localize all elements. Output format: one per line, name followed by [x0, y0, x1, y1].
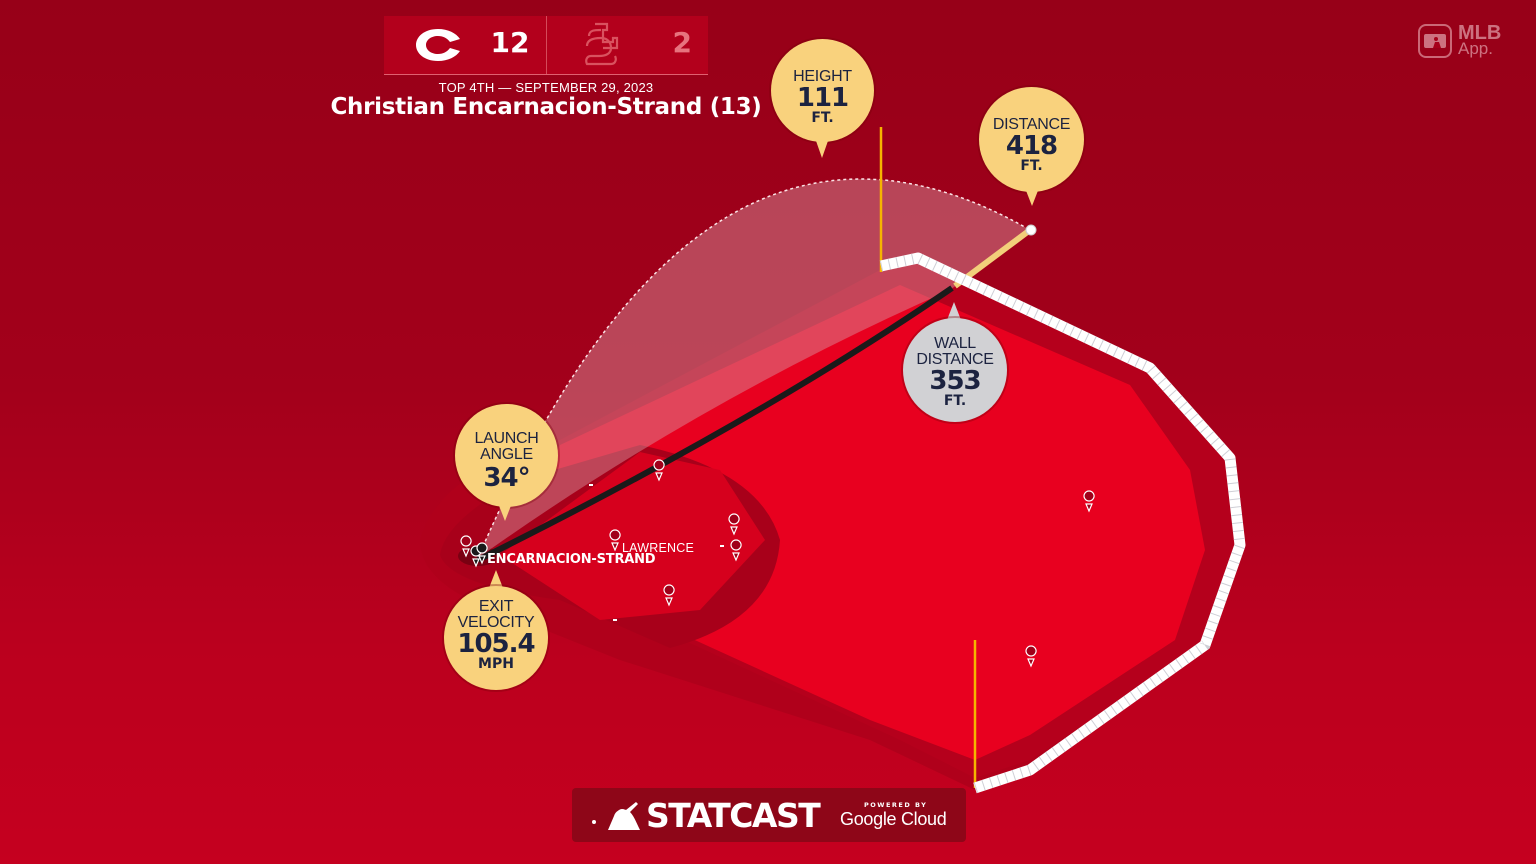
wall-distance-label-2: DISTANCE — [916, 351, 994, 368]
height-unit: FT. — [811, 110, 834, 126]
distance-value: 418 — [1005, 131, 1058, 161]
marker-pin-icon — [609, 529, 621, 552]
mlb-app-logo: MLB App. — [1418, 22, 1502, 58]
batter-markers — [470, 542, 488, 568]
inning-date: TOP 4TH — SEPTEMBER 29, 2023 — [438, 80, 654, 95]
home-team: 12 — [384, 16, 547, 74]
home-score: 12 — [490, 26, 530, 59]
marker-pin-icon — [730, 539, 742, 562]
exit-velocity-value: 105.4 — [457, 629, 535, 659]
distance-unit: FT. — [1020, 158, 1043, 174]
wall-distance-bubble-pointer — [947, 302, 961, 320]
reds-logo-icon — [416, 29, 460, 61]
statcast-banner: STATCAST POWERED BY Google Cloud — [572, 788, 966, 842]
marker-pin-icon — [653, 459, 665, 482]
google-cloud-logo: Google Cloud — [840, 809, 947, 829]
mlb-app-line2: App. — [1458, 39, 1493, 58]
ground-track — [476, 285, 954, 563]
exit-velocity-unit: MPH — [478, 656, 514, 672]
cardinals-logo-icon — [584, 22, 618, 66]
wall-distance-label-1: WALL — [934, 335, 976, 352]
marker-pin-icon — [1025, 645, 1037, 668]
marker-pin-icon — [460, 535, 472, 558]
scoreboard: 12 2 — [384, 16, 708, 75]
exit-velocity-bubble-pointer — [489, 570, 503, 588]
away-team: 2 — [547, 16, 709, 74]
exit-velocity-label-2: VELOCITY — [457, 614, 535, 631]
mlb-batter-icon — [1418, 24, 1452, 58]
marker-pin-icon — [663, 584, 675, 607]
wall-distance-bubble: WALL DISTANCE 353 FT. — [903, 318, 1007, 422]
away-score: 2 — [672, 26, 692, 59]
base-icon — [720, 545, 724, 547]
wall-distance-unit: FT. — [943, 393, 967, 409]
mlb-app-line1: MLB — [1458, 22, 1502, 44]
batter-pin-icon — [476, 542, 488, 565]
powered-by-label: POWERED BY — [864, 801, 928, 809]
dot-icon — [592, 820, 596, 824]
trajectory-shade — [478, 179, 1030, 558]
height-bubble: HEIGHT 111 FT. — [771, 39, 874, 142]
distance-label: DISTANCE — [992, 116, 1071, 133]
exit-velocity-label-1: EXIT — [478, 598, 514, 615]
launch-angle-bubble: LAUNCH ANGLE 34° — [455, 404, 558, 507]
fielder-label: LAWRENCE — [622, 541, 694, 555]
launch-angle-label-1: LAUNCH — [474, 430, 539, 447]
height-value: 111 — [796, 83, 849, 113]
base-icon — [613, 619, 617, 621]
height-label: HEIGHT — [793, 68, 852, 85]
infield-grass — [500, 452, 765, 620]
launch-angle-bubble-pointer — [498, 503, 512, 521]
statcast-wordmark: STATCAST — [646, 796, 821, 835]
outfield-grass — [500, 285, 1205, 760]
launch-angle-label-2: ANGLE — [480, 446, 533, 463]
marker-pin-icon — [1083, 490, 1095, 513]
mlb-batter-logo-icon — [608, 802, 640, 830]
distance-bubble: DISTANCE 418 FT. — [979, 87, 1084, 192]
wall-distance-value: 353 — [929, 366, 981, 396]
distance-bubble-pointer — [1025, 188, 1039, 206]
outfield-wall-ribs — [879, 252, 1246, 794]
batter-label: ENCARNACION-STRAND — [487, 552, 656, 567]
launch-angle-value: 34° — [483, 463, 530, 493]
base-icon — [589, 484, 593, 486]
baseball-icon — [1025, 224, 1037, 236]
height-bubble-pointer — [815, 138, 829, 158]
player-title: Christian Encarnacion-Strand (13) — [330, 94, 762, 120]
fielder-markers — [460, 459, 1095, 668]
marker-pin-icon — [728, 513, 740, 536]
exit-velocity-bubble: EXIT VELOCITY 105.4 MPH — [444, 586, 548, 690]
